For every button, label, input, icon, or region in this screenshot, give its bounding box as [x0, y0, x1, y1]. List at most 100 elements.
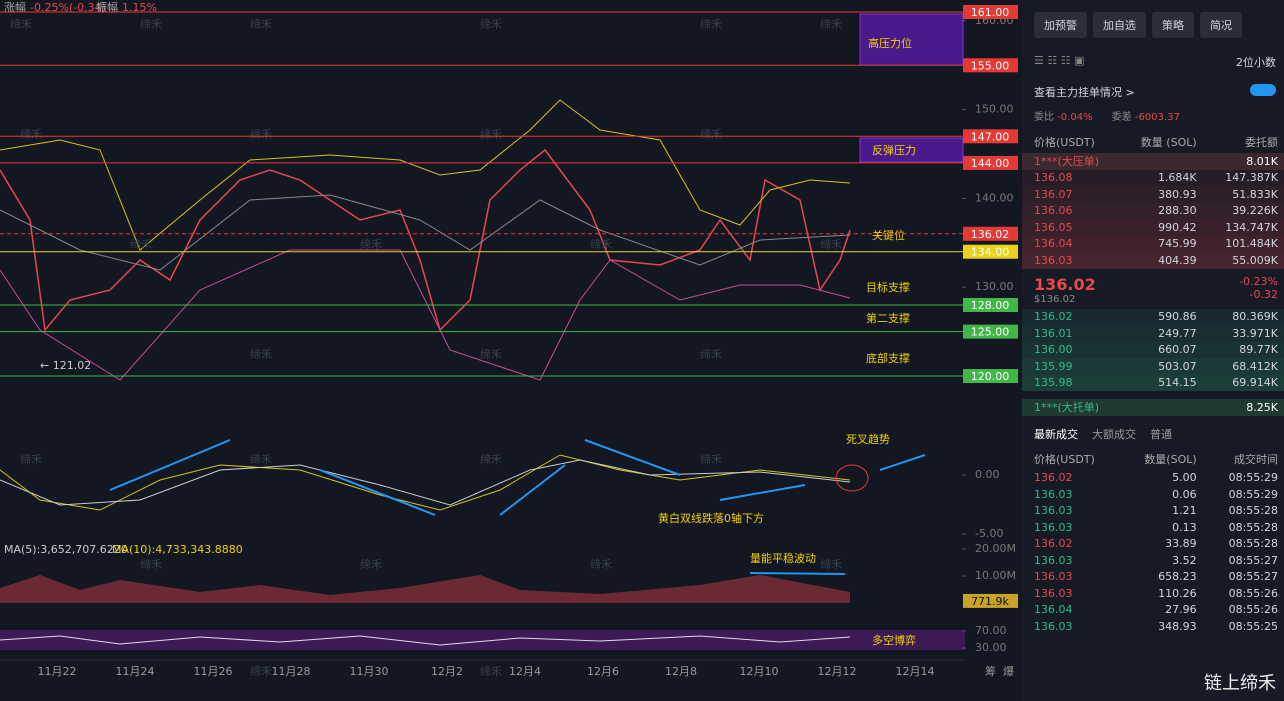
row: 136.03 0.13 08:55:28	[1022, 519, 1284, 536]
cell: 404.39	[1158, 253, 1197, 267]
tab[interactable]: 大额成交	[1092, 427, 1136, 441]
change-label: 涨幅	[4, 1, 26, 14]
trades: 最新成交 大额成交 普通 价格(USDT) 数量(SOL) 成交时间 136.02 5.00 0…	[1022, 416, 1284, 635]
watermark: 缔禾	[700, 17, 722, 31]
row: 136.02 5.00 08:55:29	[1022, 470, 1284, 487]
cell: 660.07	[1158, 343, 1197, 357]
annotation: 黄白双线跌落0轴下方	[658, 511, 764, 525]
last-price: 136.02 $136.02 -0.23% -0.32	[1022, 269, 1284, 309]
level-label: 161.00	[971, 6, 1010, 19]
cell: 08:55:28	[1228, 537, 1278, 551]
cell: 价格(USDT)	[1034, 136, 1095, 149]
cell: 990.42	[1158, 220, 1197, 234]
watermark: 缔禾	[250, 17, 272, 31]
cell: 1***(大托单)	[1034, 401, 1100, 415]
cell: 51.833K	[1232, 187, 1278, 201]
arrow	[749, 572, 846, 575]
annotation: 高压力位	[868, 36, 912, 50]
button[interactable]: 简况	[1200, 12, 1242, 38]
row: 136.03 3.52 08:55:27	[1022, 552, 1284, 569]
cell: 33.971K	[1232, 326, 1278, 340]
row: 136.04 27.96 08:55:26	[1022, 602, 1284, 619]
x-tick-label: 11月24	[116, 665, 155, 678]
cell: 101.484K	[1225, 237, 1278, 251]
arrow	[584, 439, 681, 476]
watermark: 缔禾	[480, 347, 502, 361]
cell: 08:55:29	[1228, 471, 1278, 485]
level-label: 144.00	[971, 157, 1010, 170]
lower-band	[0, 249, 851, 381]
cell: 136.07	[1034, 187, 1073, 201]
watermark: 缔禾	[10, 17, 32, 31]
cell: 0.13	[1172, 520, 1197, 534]
x-tick-label: 11月30	[350, 665, 389, 678]
amplitude-label: 振幅	[96, 0, 118, 14]
cell: 110.26	[1158, 586, 1197, 600]
cell: 33.89	[1165, 537, 1197, 551]
annotation: 底部支撑	[866, 351, 910, 365]
change: -0.25%(-0.34)	[30, 1, 106, 14]
cell: 136.01	[1034, 326, 1073, 340]
arrow	[109, 439, 231, 491]
cell: 136.05	[1034, 220, 1073, 234]
tab[interactable]: 最新成交	[1034, 427, 1078, 441]
last-usd: $136.02	[1034, 293, 1076, 305]
level-tag	[963, 58, 1018, 73]
watermark: 缔禾	[700, 347, 722, 361]
diff: -6003.37	[1134, 112, 1180, 123]
annotation: 第二支撑	[866, 311, 910, 325]
main-orders[interactable]: 查看主力挂单情况 >	[1034, 86, 1135, 99]
cell: 136.03	[1034, 586, 1073, 600]
ratio-label: 委比	[1034, 112, 1054, 123]
button[interactable]: 策略	[1152, 12, 1194, 38]
cell: 147.387K	[1225, 171, 1278, 185]
tabs: 最新成交 大额成交 普通	[1022, 416, 1284, 448]
level-label: 128.00	[971, 299, 1010, 312]
tab[interactable]: 普通	[1150, 427, 1172, 441]
level-label: 136.02	[971, 228, 1010, 241]
cell: 55.009K	[1232, 253, 1278, 267]
level-tag	[963, 244, 1018, 259]
row: 136.02 33.89 08:55:28	[1022, 536, 1284, 553]
watermark: 缔禾	[250, 347, 272, 361]
cell: 136.03	[1034, 619, 1073, 633]
volume-tag	[963, 593, 1018, 608]
watermark: 缔禾	[700, 127, 722, 141]
row: 价格(USDT) 数量 (SOL) 委托额	[1022, 131, 1284, 153]
row: 136.03 1.21 08:55:28	[1022, 503, 1284, 520]
y-tick-label: 150.00	[975, 103, 1014, 116]
highlight-circle	[835, 464, 869, 492]
level-tag	[963, 4, 1018, 19]
price-line	[0, 148, 851, 332]
cell: 514.15	[1158, 376, 1197, 390]
cell: 136.06	[1034, 204, 1073, 218]
low-label: ← 121.02	[40, 359, 91, 372]
arrow	[499, 464, 566, 516]
y-tick-label: 20.00M	[975, 542, 1016, 555]
row: 136.03 110.26 08:55:26	[1022, 585, 1284, 602]
cell: 0.06	[1172, 487, 1197, 501]
button[interactable]: 加自选	[1093, 12, 1146, 38]
cell: 成交时间	[1233, 452, 1278, 466]
last: 136.02	[1034, 274, 1096, 294]
cell: 89.77K	[1239, 343, 1278, 357]
row: 136.08 1.684K 147.387K	[1022, 169, 1284, 186]
amplitude: 1.15%	[122, 1, 157, 14]
toggle[interactable]	[1250, 84, 1276, 96]
annotation: 多空博弈	[872, 633, 916, 647]
row: 1***(大压单) 8.01K	[1022, 153, 1284, 170]
x-tick-label: 12月4	[509, 665, 541, 678]
watermark: 缔禾	[130, 237, 152, 251]
cell: 348.93	[1158, 619, 1197, 633]
annotation: 反弹压力	[872, 143, 916, 157]
decimals[interactable]: 2位小数	[1236, 56, 1276, 69]
cell: 658.23	[1158, 570, 1197, 584]
level-label: 155.00	[971, 59, 1010, 72]
watermark: 缔禾	[820, 237, 842, 251]
level-tag	[963, 155, 1018, 170]
button[interactable]: 加预警	[1034, 12, 1087, 38]
cell: 745.99	[1158, 237, 1197, 251]
watermark: 缔禾	[250, 127, 272, 141]
cell: 39.226K	[1232, 204, 1278, 218]
